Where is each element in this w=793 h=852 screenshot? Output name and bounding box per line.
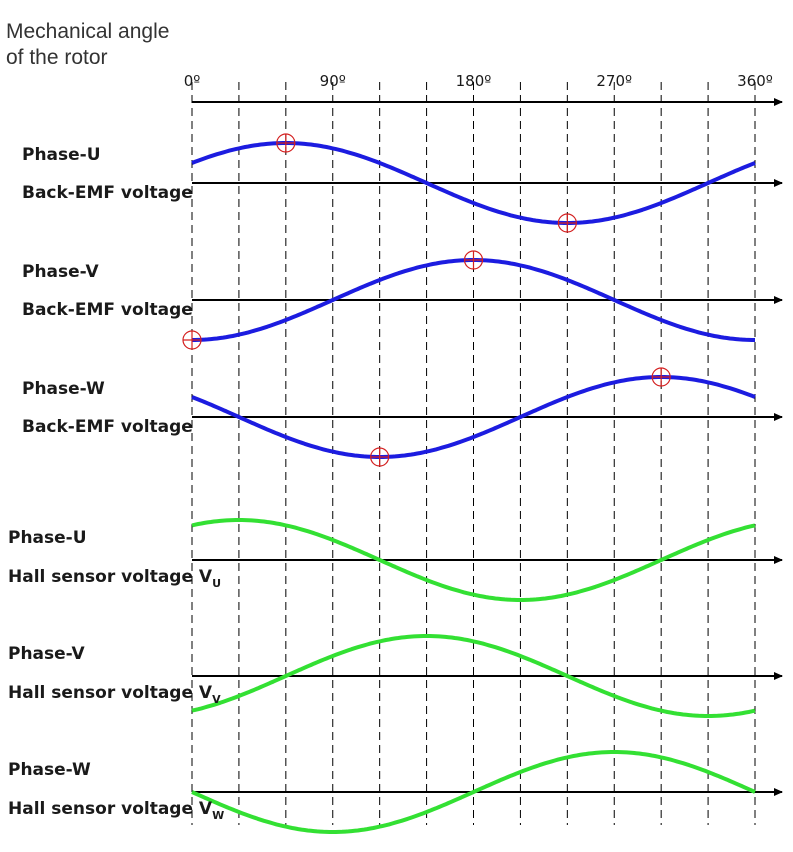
waveforms xyxy=(191,141,756,834)
row-label-subscript: U xyxy=(212,577,221,590)
row-label-text: Back-EMF voltage xyxy=(22,417,193,437)
angle-tick-label: 270º xyxy=(596,72,632,90)
row-label-phase: Phase-W xyxy=(22,379,105,399)
header-line-1: Mechanical angle xyxy=(6,20,169,43)
row-label-text: Back-EMF voltage xyxy=(22,183,193,203)
angle-tick-label: 0º xyxy=(184,72,201,90)
row-label-signal: Hall sensor voltage VW xyxy=(8,799,224,822)
row-label-signal: Back-EMF voltage xyxy=(22,300,193,320)
row-label-phase: Phase-U xyxy=(8,528,87,548)
angle-tick-label: 360º xyxy=(737,72,773,90)
row-label-subscript: V xyxy=(212,693,221,706)
row-label-phase: Phase-U xyxy=(22,145,101,165)
row-label-text: Hall sensor voltage V xyxy=(8,799,213,819)
row-label-signal: Back-EMF voltage xyxy=(22,183,193,203)
header-line-2: of the rotor xyxy=(6,46,108,69)
hall-voltage-curve xyxy=(191,634,756,718)
row-label-phase: Phase-W xyxy=(8,760,91,780)
row-label-text: Hall sensor voltage V xyxy=(8,683,213,703)
row-label-signal: Back-EMF voltage xyxy=(22,417,193,437)
axes xyxy=(192,98,783,796)
row-label-phase: Phase-V xyxy=(22,262,100,282)
row-label-signal: Hall sensor voltage VV xyxy=(8,683,221,706)
row-label-text: Hall sensor voltage V xyxy=(8,567,213,587)
hall-voltage-curve xyxy=(191,518,756,602)
row-label-subscript: W xyxy=(212,809,224,822)
row-label-phase: Phase-V xyxy=(8,644,86,664)
peak-markers xyxy=(182,133,671,467)
angle-tick-label: 180º xyxy=(456,72,492,90)
row-label-signal: Hall sensor voltage VU xyxy=(8,567,221,590)
row-label-text: Back-EMF voltage xyxy=(22,300,193,320)
labels: Mechanical angle of the rotor 0º 90º 180º 2… xyxy=(6,20,773,822)
hall-voltage-curve xyxy=(191,750,756,834)
angle-tick-label: 90º xyxy=(320,72,346,90)
